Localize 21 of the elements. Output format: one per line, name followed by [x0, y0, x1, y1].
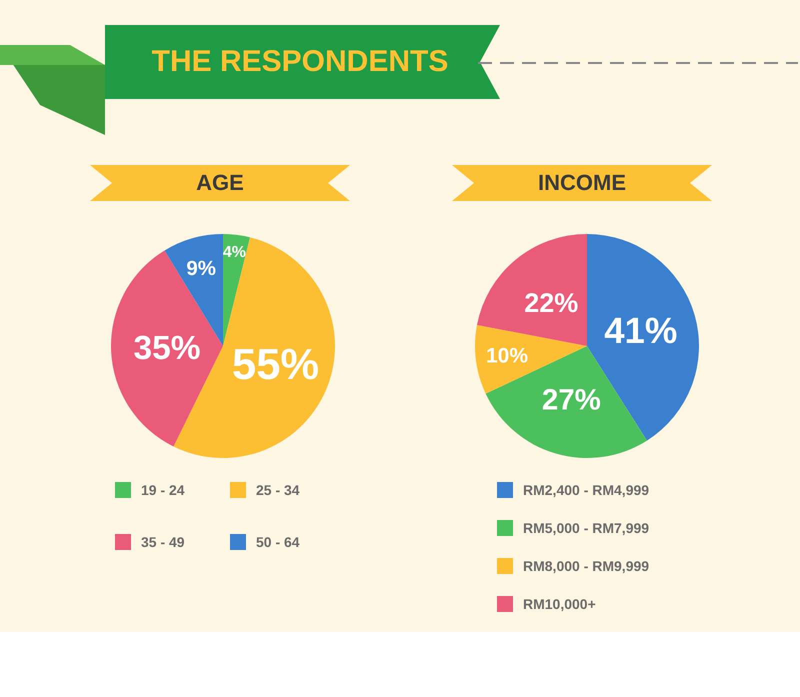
data-label: 55%	[232, 341, 320, 390]
pie-slice	[223, 234, 250, 346]
legend-label: RM10,000+	[523, 596, 596, 612]
data-label: 10%	[486, 344, 528, 368]
pie-slice	[111, 250, 223, 446]
legend-label: 35 - 49	[141, 534, 185, 550]
data-label: 4%	[222, 244, 246, 262]
data-label: 22%	[524, 288, 578, 318]
legend-label: 19 - 24	[141, 482, 185, 498]
legend-label: 25 - 34	[256, 482, 300, 498]
legend-label: 50 - 64	[256, 534, 300, 550]
data-label: 27%	[542, 383, 601, 416]
legend-label: RM8,000 - RM9,999	[523, 558, 650, 574]
legend-label: RM2,400 - RM4,999	[523, 482, 650, 498]
data-label: 41%	[604, 310, 678, 351]
data-label: 35%	[134, 330, 201, 368]
legend-label: RM5,000 - RM7,999	[523, 520, 650, 536]
pie-slice	[486, 346, 648, 458]
text: THE RESPONDENTS	[150, 44, 450, 80]
pie-slice	[476, 234, 587, 346]
data-label: 9%	[186, 256, 216, 280]
